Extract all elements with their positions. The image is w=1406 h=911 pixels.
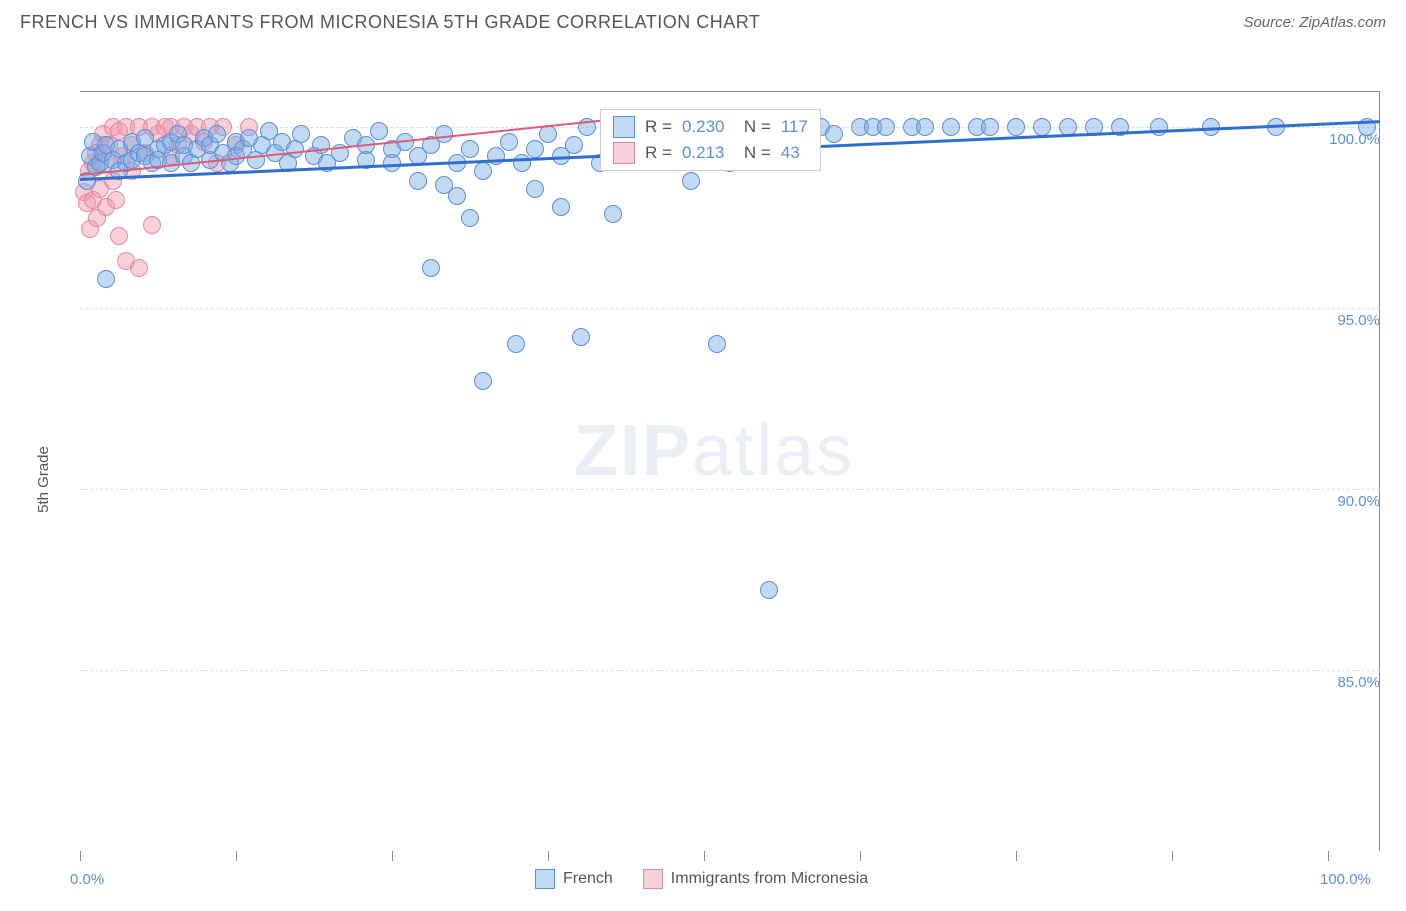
- legend-r-value: 0.213: [682, 143, 725, 163]
- data-point-french: [981, 118, 999, 136]
- stats-legend: R = 0.230 N = 117 R = 0.213 N = 43: [600, 109, 821, 171]
- data-point-french: [461, 140, 479, 158]
- x-tick: [236, 851, 237, 861]
- x-tick: [1016, 851, 1017, 861]
- data-point-french: [507, 335, 525, 353]
- data-point-micronesia: [110, 227, 128, 245]
- series-legend-item: Immigrants from Micronesia: [643, 869, 868, 889]
- x-left-label: 0.0%: [70, 871, 104, 888]
- legend-r-label: R =: [645, 143, 672, 163]
- data-point-french: [604, 205, 622, 223]
- data-point-french: [682, 172, 700, 190]
- data-point-french: [312, 136, 330, 154]
- series-legend-label: Immigrants from Micronesia: [671, 870, 868, 887]
- y-tick-label: 90.0%: [1310, 493, 1380, 510]
- data-point-french: [448, 187, 466, 205]
- plot-area: [80, 91, 1380, 851]
- x-tick: [1172, 851, 1173, 861]
- legend-n-value: 43: [781, 143, 800, 163]
- legend-swatch: [613, 116, 635, 138]
- data-point-micronesia: [130, 259, 148, 277]
- x-tick: [704, 851, 705, 861]
- data-point-french: [825, 125, 843, 143]
- data-point-french: [409, 172, 427, 190]
- data-point-french: [1033, 118, 1051, 136]
- data-point-french: [916, 118, 934, 136]
- data-point-french: [370, 122, 388, 140]
- data-point-french: [565, 136, 583, 154]
- x-tick: [80, 851, 81, 861]
- chart-source: Source: ZipAtlas.com: [1243, 14, 1386, 31]
- gridline: [80, 670, 1380, 671]
- legend-swatch: [535, 869, 555, 889]
- data-point-french: [942, 118, 960, 136]
- data-point-french: [1007, 118, 1025, 136]
- data-point-french: [572, 328, 590, 346]
- data-point-french: [474, 372, 492, 390]
- chart-container: 100.0%95.0%90.0%85.0%0.0%100.0%5th Grade…: [20, 41, 1380, 911]
- series-legend: French Immigrants from Micronesia: [535, 869, 868, 889]
- data-point-french: [500, 133, 518, 151]
- data-point-french: [208, 125, 226, 143]
- legend-swatch: [643, 869, 663, 889]
- legend-n-value: 117: [781, 117, 808, 137]
- legend-n-label: N =: [734, 117, 770, 137]
- chart-header: FRENCH VS IMMIGRANTS FROM MICRONESIA 5TH…: [0, 0, 1406, 41]
- data-point-french: [292, 125, 310, 143]
- gridline: [80, 489, 1380, 490]
- legend-n-label: N =: [734, 143, 770, 163]
- data-point-french: [1150, 118, 1168, 136]
- x-tick: [1328, 851, 1329, 861]
- legend-r-value: 0.230: [682, 117, 725, 137]
- chart-title: FRENCH VS IMMIGRANTS FROM MICRONESIA 5TH…: [20, 12, 760, 33]
- data-point-micronesia: [107, 191, 125, 209]
- series-legend-item: French: [535, 869, 613, 889]
- y-axis-label: 5th Grade: [35, 446, 52, 513]
- data-point-french: [760, 581, 778, 599]
- x-tick: [548, 851, 549, 861]
- data-point-french: [539, 125, 557, 143]
- x-tick: [392, 851, 393, 861]
- data-point-french: [474, 162, 492, 180]
- data-point-french: [97, 270, 115, 288]
- data-point-french: [877, 118, 895, 136]
- legend-swatch: [613, 142, 635, 164]
- y-tick-label: 85.0%: [1310, 674, 1380, 691]
- x-right-label: 100.0%: [1320, 871, 1371, 888]
- x-tick: [860, 851, 861, 861]
- data-point-french: [526, 140, 544, 158]
- series-legend-label: French: [563, 870, 613, 887]
- legend-r-label: R =: [645, 117, 672, 137]
- data-point-french: [461, 209, 479, 227]
- y-tick-label: 95.0%: [1310, 312, 1380, 329]
- stats-legend-row: R = 0.230 N = 117: [601, 114, 820, 140]
- data-point-french: [552, 198, 570, 216]
- data-point-french: [708, 335, 726, 353]
- data-point-micronesia: [143, 216, 161, 234]
- gridline: [80, 308, 1380, 309]
- stats-legend-row: R = 0.213 N = 43: [601, 140, 820, 166]
- data-point-french: [526, 180, 544, 198]
- data-point-french: [422, 259, 440, 277]
